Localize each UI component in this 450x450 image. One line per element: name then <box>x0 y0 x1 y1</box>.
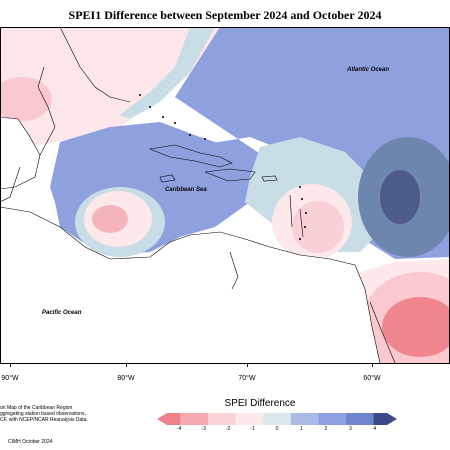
footnote-line-1: on Map of the Caribbean Region <box>0 405 73 411</box>
land-yucatan <box>0 117 40 189</box>
land-south-america-central-america <box>0 207 380 363</box>
lon-tick-90 <box>10 363 11 367</box>
island-dots <box>139 94 307 240</box>
pacific-ocean-label: Pacific Ocean <box>42 310 82 316</box>
legend-swatch <box>290 413 319 425</box>
caribbean-sea-label: Caribbean Sea <box>165 187 207 193</box>
legend-tick-label: 0 <box>275 426 279 432</box>
map-canvas <box>0 27 450 363</box>
spei-map <box>0 27 450 363</box>
dark-blue-anomaly <box>380 170 420 224</box>
legend-tick-label: -4 <box>176 426 182 432</box>
atlantic-ocean-label: Atlantic Ocean <box>347 67 390 73</box>
legend-tick-label: 2 <box>324 426 328 432</box>
lon-label-90w: 90°W <box>1 375 19 382</box>
legend-swatch <box>235 413 264 425</box>
pink-region-northwest <box>0 27 230 147</box>
legend-tick-label: 1 <box>300 426 303 432</box>
lon-label-70w: 70°W <box>238 375 256 382</box>
light-blue-band-north <box>120 27 215 119</box>
legend-swatch <box>180 413 209 425</box>
lon-tick-70 <box>247 363 248 367</box>
legend-tick-label: -1 <box>250 426 255 432</box>
legend-tick-label: 4 <box>373 426 377 432</box>
legend-swatch <box>318 413 346 425</box>
pink-anomaly-east <box>292 201 344 253</box>
legend-tick-label: 3 <box>348 426 352 432</box>
lon-tick-80 <box>126 363 127 367</box>
coastlines <box>0 27 396 363</box>
legend-tick-label: -3 <box>201 426 206 432</box>
map-title: SPEI1 Difference between September 2024 … <box>68 8 382 22</box>
lon-tick-60 <box>372 363 373 367</box>
footnote-line-3: CF, with NCEP/NCAR Reanalysis Data. <box>0 417 88 423</box>
legend-swatch <box>345 413 374 425</box>
legend-swatch <box>373 413 397 425</box>
legend-tick-label: -2 <box>225 426 231 432</box>
red-anomaly-guianas <box>382 297 450 357</box>
pink-anomaly-gulf <box>0 77 52 121</box>
legend-title: SPEI Difference <box>224 398 296 409</box>
legend-swatch <box>263 413 291 425</box>
footnote-line-2: ggregating station based observations, <box>0 411 86 417</box>
pink-anomaly-west <box>92 205 128 233</box>
credit-text: CIMH October 2024 <box>8 439 53 445</box>
legend-swatch <box>157 413 181 425</box>
lon-label-60w: 60°W <box>363 375 381 382</box>
lon-label-80w: 80°W <box>117 375 135 382</box>
legend-colorbar <box>157 413 397 425</box>
legend-swatch <box>208 413 236 425</box>
